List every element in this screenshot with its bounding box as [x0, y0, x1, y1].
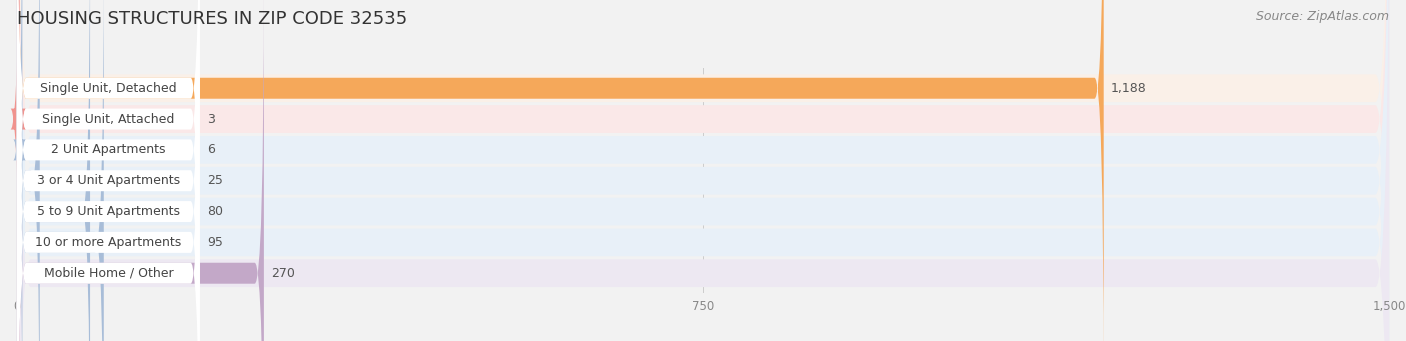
Text: 3: 3	[207, 113, 215, 125]
FancyBboxPatch shape	[17, 0, 200, 341]
Text: 6: 6	[207, 144, 215, 157]
Text: 3 or 4 Unit Apartments: 3 or 4 Unit Apartments	[37, 174, 180, 187]
Text: Single Unit, Detached: Single Unit, Detached	[39, 82, 177, 95]
FancyBboxPatch shape	[17, 0, 1389, 341]
Text: Single Unit, Attached: Single Unit, Attached	[42, 113, 174, 125]
FancyBboxPatch shape	[17, 0, 1389, 341]
FancyBboxPatch shape	[17, 0, 1389, 341]
FancyBboxPatch shape	[17, 0, 200, 341]
FancyBboxPatch shape	[17, 0, 200, 341]
Text: Mobile Home / Other: Mobile Home / Other	[44, 267, 173, 280]
FancyBboxPatch shape	[10, 0, 27, 341]
FancyBboxPatch shape	[17, 0, 104, 341]
Text: 25: 25	[207, 174, 224, 187]
Text: 5 to 9 Unit Apartments: 5 to 9 Unit Apartments	[37, 205, 180, 218]
Text: 2 Unit Apartments: 2 Unit Apartments	[51, 144, 166, 157]
FancyBboxPatch shape	[17, 0, 39, 341]
Text: Source: ZipAtlas.com: Source: ZipAtlas.com	[1256, 10, 1389, 23]
FancyBboxPatch shape	[17, 0, 90, 341]
Text: 1,188: 1,188	[1111, 82, 1147, 95]
FancyBboxPatch shape	[17, 0, 1389, 341]
FancyBboxPatch shape	[17, 0, 1389, 341]
Text: 270: 270	[271, 267, 295, 280]
FancyBboxPatch shape	[17, 0, 200, 341]
Text: 80: 80	[207, 205, 224, 218]
FancyBboxPatch shape	[17, 0, 200, 341]
FancyBboxPatch shape	[13, 0, 27, 341]
FancyBboxPatch shape	[17, 0, 1389, 341]
FancyBboxPatch shape	[17, 0, 1389, 341]
FancyBboxPatch shape	[17, 0, 264, 341]
FancyBboxPatch shape	[17, 0, 200, 341]
FancyBboxPatch shape	[17, 0, 200, 341]
FancyBboxPatch shape	[17, 0, 1104, 341]
Text: 10 or more Apartments: 10 or more Apartments	[35, 236, 181, 249]
Text: 95: 95	[207, 236, 224, 249]
Text: HOUSING STRUCTURES IN ZIP CODE 32535: HOUSING STRUCTURES IN ZIP CODE 32535	[17, 10, 408, 28]
